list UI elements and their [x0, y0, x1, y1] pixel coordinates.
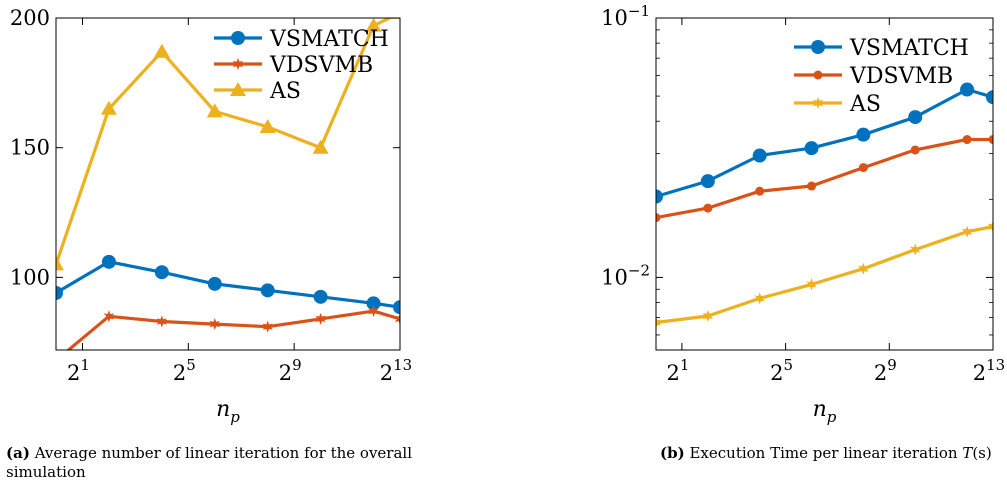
data-point-vsmatch [366, 296, 381, 311]
data-point-vsmatch [986, 90, 993, 105]
data-point-vdsvmb [703, 203, 713, 213]
data-point-as [987, 220, 993, 233]
data-point-vdsvmb [962, 135, 972, 145]
y-tick-label: 10−2 [601, 261, 650, 289]
legend-label-vsmatch: VSMATCH [849, 36, 969, 61]
data-point-vsmatch [856, 127, 871, 142]
x-axis-label: np [813, 397, 837, 426]
x-tick-label: 25 [173, 356, 196, 385]
x-tick-label: 29 [279, 356, 302, 385]
data-point-as [806, 278, 817, 291]
data-point-vsmatch [207, 276, 222, 291]
data-point-vsmatch [393, 300, 400, 315]
legend-label-vdsvmb: VDSVMB [269, 53, 373, 78]
data-point-vsmatch [56, 285, 63, 300]
data-point-as [702, 309, 714, 322]
series-line-vsmatch [656, 87, 993, 199]
y-tick-label: 200 [10, 6, 50, 30]
series-line-vsmatch [56, 260, 400, 309]
x-tick-label: 25 [770, 356, 793, 385]
data-point-as [206, 103, 223, 118]
data-point-as [153, 43, 170, 58]
data-point-as [858, 262, 869, 275]
caption-a-label: (a) [6, 444, 30, 462]
series-line-as [656, 225, 993, 325]
y-tick-label: 10−1 [601, 2, 650, 30]
legend-marker-vsmatch [231, 31, 245, 45]
data-point-vdsvmb [262, 320, 273, 333]
data-point-vdsvmb [51, 354, 61, 366]
data-point-vsmatch [804, 141, 819, 156]
caption-b-math: T [962, 444, 973, 462]
data-point-vdsvmb [209, 318, 220, 331]
data-point-as [312, 139, 329, 154]
data-point-vsmatch [154, 265, 169, 280]
caption-b-text: Execution Time per linear iteration [689, 444, 963, 462]
chart-b: 10−2 10−1 21 25 29 213 np VSMATCH VDSVMB AS [601, 2, 1005, 426]
caption-a: (a) Average number of linear iteration f… [6, 444, 426, 482]
x-tick-label: 29 [874, 356, 897, 385]
legend-marker-vdsvmb [813, 70, 823, 80]
data-point-vdsvmb [315, 312, 326, 325]
x-tick-label: 21 [67, 356, 90, 385]
series-line-vdsvmb [65, 309, 400, 350]
legend-label-vsmatch: VSMATCH [269, 27, 389, 52]
data-point-vsmatch [700, 174, 715, 189]
data-point-as [656, 316, 662, 329]
data-point-vdsvmb [858, 163, 868, 173]
data-point-vdsvmb [807, 181, 817, 191]
data-point-as [910, 243, 921, 256]
data-point-vdsvmb [103, 310, 115, 323]
caption-b: (b) Execution Time per linear iteration … [660, 444, 1000, 463]
y-tick-label: 100 [10, 265, 50, 289]
data-point-vdsvmb [755, 186, 765, 196]
data-point-as [754, 292, 765, 305]
x-tick-label: 21 [666, 356, 689, 385]
series-line-vdsvmb [656, 137, 993, 220]
x-axis-label: np [216, 397, 240, 426]
data-point-vsmatch [101, 254, 116, 269]
data-point-as [365, 18, 382, 32]
plot-frame [55, 17, 401, 351]
data-point-vdsvmb [394, 312, 400, 325]
data-point-vdsvmb [156, 315, 168, 328]
data-point-vsmatch [260, 283, 275, 298]
data-point-as [56, 256, 64, 271]
data-point-as [259, 118, 276, 133]
data-point-as [961, 225, 973, 238]
legend-marker-vsmatch [811, 40, 825, 54]
data-point-vsmatch [908, 110, 923, 125]
data-point-vdsvmb [988, 135, 993, 145]
y-tick-label: 150 [10, 136, 50, 160]
data-point-as [100, 100, 117, 115]
caption-b-label: (b) [660, 444, 685, 462]
data-point-vsmatch [656, 189, 663, 204]
data-point-vdsvmb [368, 305, 379, 318]
x-tick-label: 213 [380, 356, 412, 385]
plot-frame [655, 17, 994, 351]
legend-label-as: AS [269, 79, 301, 104]
caption-b-suffix: (s) [972, 444, 992, 462]
data-point-as [392, 18, 400, 19]
series-group [656, 82, 993, 329]
x-tick-label: 213 [973, 356, 1005, 385]
legend-label-as: AS [849, 92, 881, 117]
series-line-as [56, 18, 394, 265]
caption-a-text: Average number of linear iteration for t… [6, 444, 413, 481]
legend-marker-vdsvmb [232, 58, 244, 70]
data-point-vsmatch [752, 148, 767, 163]
legend-label-vdsvmb: VDSVMB [849, 64, 953, 89]
data-point-vdsvmb [910, 145, 920, 155]
data-point-vdsvmb [656, 213, 661, 223]
data-point-vsmatch [313, 289, 328, 304]
legend-marker-as [230, 82, 246, 96]
series-group [51, 18, 400, 366]
data-point-vsmatch [960, 82, 975, 97]
legend-marker-as [812, 97, 824, 109]
